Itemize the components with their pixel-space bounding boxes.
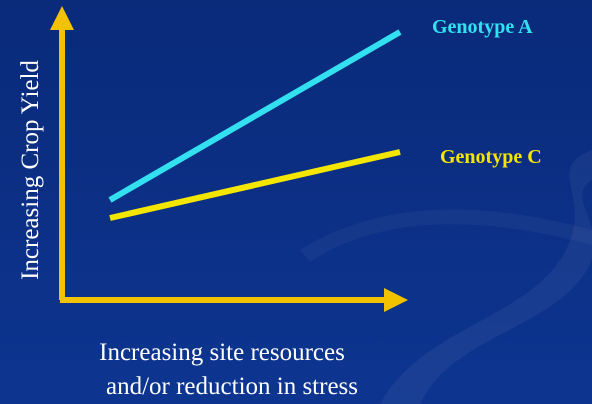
x-axis-label: and/or reduction in stress (106, 373, 358, 400)
genotype-c-line (109, 149, 401, 221)
swirl (300, 209, 592, 262)
y-axis-label: Increasing Crop Yield (17, 60, 44, 280)
swirl (380, 150, 592, 404)
x-axis-label: Increasing site resources (99, 339, 345, 366)
genotype-a-line (108, 29, 402, 203)
line-label: Genotype C (440, 146, 542, 168)
line-label: Genotype A (432, 16, 533, 38)
